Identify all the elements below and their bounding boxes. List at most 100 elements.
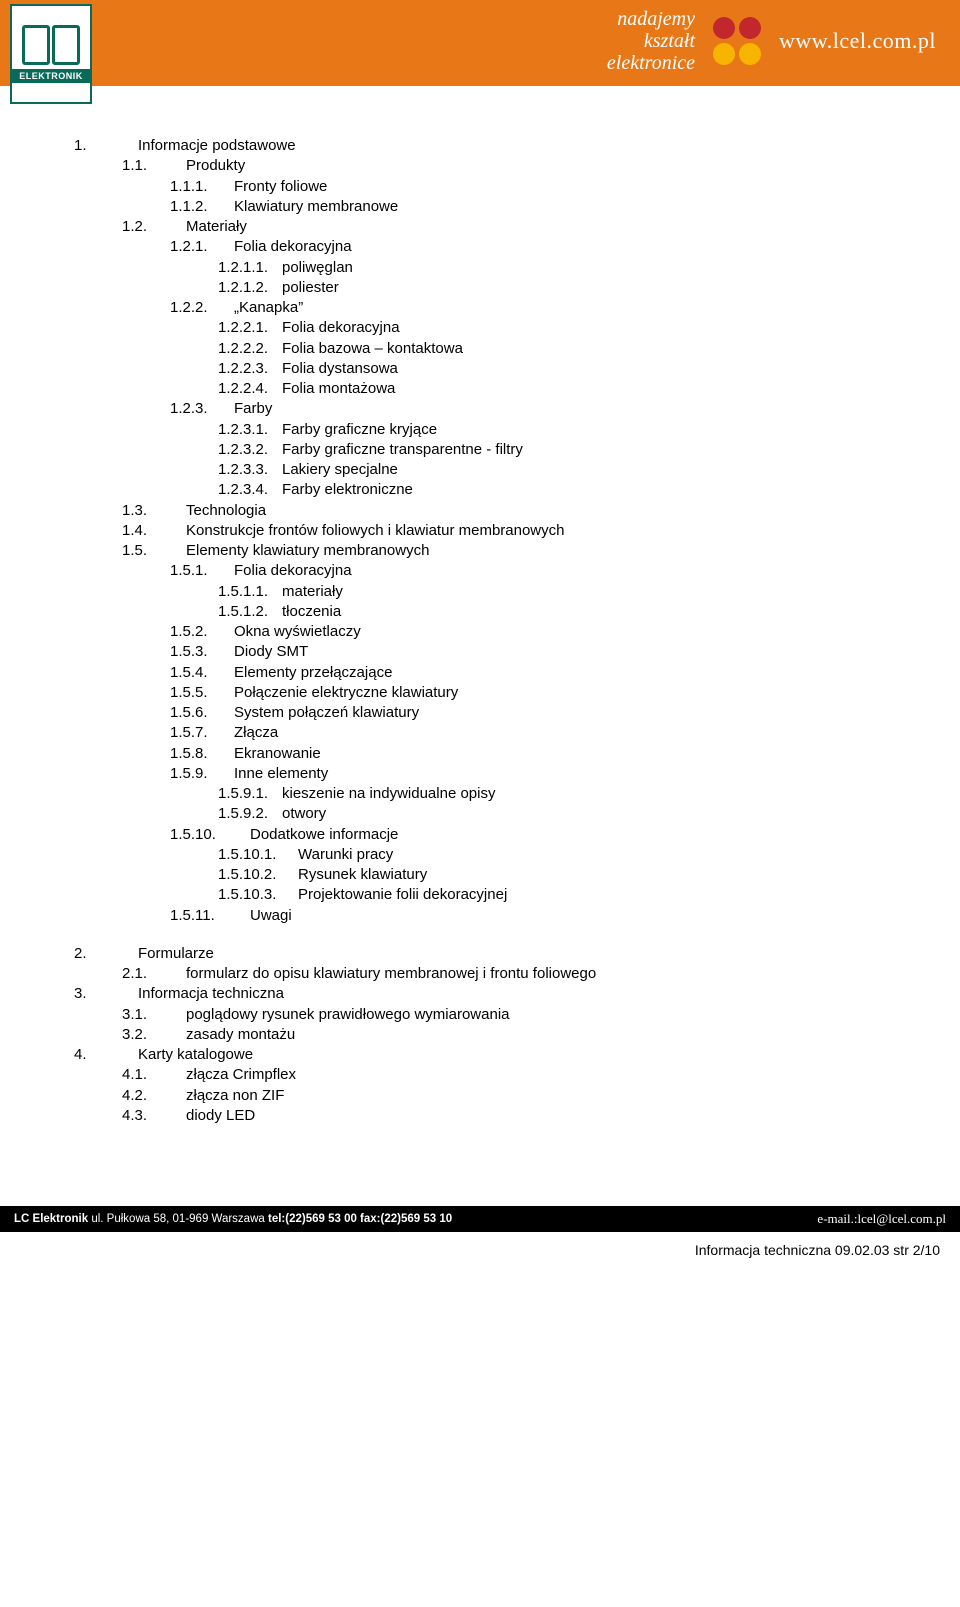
toc-row: 1.3.Technologia — [122, 501, 886, 521]
toc-title: Inne elementy — [234, 764, 328, 784]
toc-row: 1.5.1.Folia dekoracyjna — [170, 561, 886, 581]
toc-row: 1.2.2.4.Folia montażowa — [218, 379, 886, 399]
footer-email: e-mail.:lcel@lcel.com.pl — [817, 1211, 946, 1227]
toc-number: 1.2. — [122, 217, 186, 237]
toc-title: Połączenie elektryczne klawiatury — [234, 683, 458, 703]
toc-row: 4.3.diody LED — [122, 1106, 886, 1126]
toc-number: 1.2.2. — [170, 298, 234, 318]
toc-number: 1.1. — [122, 156, 186, 176]
toc-title: Farby graficzne kryjące — [282, 420, 437, 440]
company-logo: ELEKTRONIK — [10, 4, 92, 104]
toc-title: Folia montażowa — [282, 379, 395, 399]
toc-title: System połączeń klawiatury — [234, 703, 419, 723]
toc-number: 1.5.1.1. — [218, 582, 282, 602]
toc-title: Złącza — [234, 723, 278, 743]
toc-title: poliester — [282, 278, 339, 298]
toc-number: 1.5.2. — [170, 622, 234, 642]
logo-label: ELEKTRONIK — [11, 69, 91, 83]
toc-title: otwory — [282, 804, 326, 824]
toc-title: Konstrukcje frontów foliowych i klawiatu… — [186, 521, 564, 541]
footer-street: ul. Pułkowa 58, 01-969 Warszawa — [91, 1213, 264, 1225]
toc-row: 3.Informacja techniczna — [74, 984, 886, 1004]
toc-number: 1.5.3. — [170, 642, 234, 662]
toc-number: 1.5.10.1. — [218, 845, 298, 865]
toc-number: 1.2.1. — [170, 237, 234, 257]
logo-letters-icon — [22, 25, 80, 65]
toc-number: 4. — [74, 1045, 138, 1065]
toc-number: 3.2. — [122, 1025, 186, 1045]
toc-number: 1.5.9. — [170, 764, 234, 784]
toc-title: Klawiatury membranowe — [234, 197, 398, 217]
toc-number: 1.5.9.2. — [218, 804, 282, 824]
toc-row: 1.5.6.System połączeń klawiatury — [170, 703, 886, 723]
toc-title: Farby elektroniczne — [282, 480, 413, 500]
toc-number: 4.3. — [122, 1106, 186, 1126]
toc-title: Farby — [234, 399, 272, 419]
toc-number: 1.5.1.2. — [218, 602, 282, 622]
toc-number: 1.2.2.3. — [218, 359, 282, 379]
toc-title: Lakiery specjalne — [282, 460, 398, 480]
toc-row: 1.2.2.2.Folia bazowa – kontaktowa — [218, 339, 886, 359]
toc-row: 1.5.5.Połączenie elektryczne klawiatury — [170, 683, 886, 703]
toc-number: 1.5.11. — [170, 906, 250, 926]
toc-number: 1. — [74, 136, 138, 156]
toc-number: 1.5.9.1. — [218, 784, 282, 804]
toc-row: 1.2.2.1.Folia dekoracyjna — [218, 318, 886, 338]
toc-number: 1.2.3. — [170, 399, 234, 419]
toc-title: Diody SMT — [234, 642, 308, 662]
toc-title: zasady montażu — [186, 1025, 295, 1045]
toc-row: 1.2.2.3.Folia dystansowa — [218, 359, 886, 379]
toc-number: 1.3. — [122, 501, 186, 521]
toc-title: Rysunek klawiatury — [298, 865, 427, 885]
toc-row: 1.2.3.3.Lakiery specjalne — [218, 460, 886, 480]
toc-title: diody LED — [186, 1106, 255, 1126]
toc-number: 4.1. — [122, 1065, 186, 1085]
toc-number: 3.1. — [122, 1005, 186, 1025]
toc-number: 1.2.2.4. — [218, 379, 282, 399]
toc-title: formularz do opisu klawiatury membranowe… — [186, 964, 596, 984]
footer-phone: tel:(22)569 53 00 fax:(22)569 53 10 — [268, 1213, 452, 1225]
toc-number: 1.5.4. — [170, 663, 234, 683]
toc-number: 1.5.10.3. — [218, 885, 298, 905]
toc-title: Formularze — [138, 944, 214, 964]
toc-row: 4.1.złącza Crimpflex — [122, 1065, 886, 1085]
footer-company: LC Elektronik — [14, 1213, 88, 1225]
toc-number: 1.1.1. — [170, 177, 234, 197]
toc-title: Folia bazowa – kontaktowa — [282, 339, 463, 359]
toc-title: Fronty foliowe — [234, 177, 327, 197]
toc-title: Karty katalogowe — [138, 1045, 253, 1065]
toc-number: 1.5.1. — [170, 561, 234, 581]
toc-row: 1.5.Elementy klawiatury membranowych — [122, 541, 886, 561]
toc-row: 1.2.Materiały — [122, 217, 886, 237]
toc-number: 1.2.2.1. — [218, 318, 282, 338]
toc-title: Informacje podstawowe — [138, 136, 296, 156]
toc-row: 1.5.4.Elementy przełączające — [170, 663, 886, 683]
toc-title: Projektowanie folii dekoracyjnej — [298, 885, 507, 905]
table-of-contents: 1.Informacje podstawowe1.1.Produkty1.1.1… — [0, 116, 960, 1166]
toc-row: 1.5.1.2.tłoczenia — [218, 602, 886, 622]
toc-row: 1.5.9.Inne elementy — [170, 764, 886, 784]
toc-title: poglądowy rysunek prawidłowego wymiarowa… — [186, 1005, 510, 1025]
toc-title: materiały — [282, 582, 343, 602]
toc-row: 4.2.złącza non ZIF — [122, 1086, 886, 1106]
toc-number: 1.2.2.2. — [218, 339, 282, 359]
toc-number: 4.2. — [122, 1086, 186, 1106]
toc-number: 1.2.3.3. — [218, 460, 282, 480]
toc-number: 2.1. — [122, 964, 186, 984]
toc-title: Folia dekoracyjna — [282, 318, 400, 338]
footer-email-value: lcel@lcel.com.pl — [858, 1211, 947, 1226]
toc-row: 1.1.Produkty — [122, 156, 886, 176]
toc-row: 1.1.1.Fronty foliowe — [170, 177, 886, 197]
toc-title: poliwęglan — [282, 258, 353, 278]
toc-row: 1.4.Konstrukcje frontów foliowych i klaw… — [122, 521, 886, 541]
toc-title: Ekranowanie — [234, 744, 321, 764]
toc-number: 1.5.10.2. — [218, 865, 298, 885]
toc-row: 3.1.poglądowy rysunek prawidłowego wymia… — [122, 1005, 886, 1025]
toc-title: Folia dekoracyjna — [234, 561, 352, 581]
toc-title: Dodatkowe informacje — [250, 825, 398, 845]
toc-number: 1.1.2. — [170, 197, 234, 217]
toc-title: Farby graficzne transparentne - filtry — [282, 440, 523, 460]
toc-row: 1.1.2.Klawiatury membranowe — [170, 197, 886, 217]
toc-title: złącza non ZIF — [186, 1086, 284, 1106]
toc-row: 2.Formularze — [74, 944, 886, 964]
